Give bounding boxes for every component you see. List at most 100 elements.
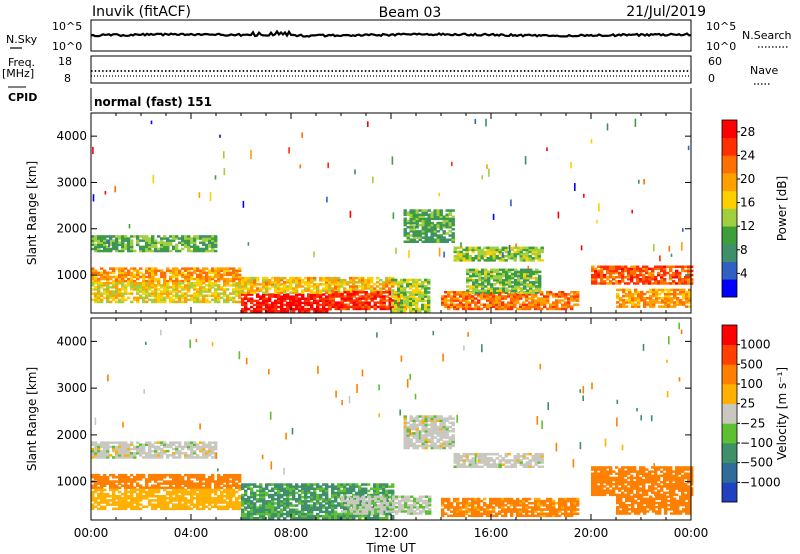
- power-colorbar-swatch-1: [722, 261, 737, 280]
- power-ytick-label-3: 4000: [56, 129, 87, 143]
- vel-region-7: [441, 497, 580, 518]
- vel-colorbar-swatch-2: [722, 443, 737, 463]
- power-colorbar-tick-6: 28: [740, 125, 755, 139]
- vel-region-5: [403, 415, 455, 450]
- vel-region-2: [91, 488, 242, 511]
- power-region-12: [616, 288, 692, 308]
- time-tick-label-2: 08:00: [274, 526, 309, 540]
- power-colorbar-swatch-8: [722, 137, 737, 156]
- vel-colorbar-swatch-5: [722, 384, 737, 404]
- power-region-0: [91, 235, 218, 253]
- power-colorbar-tick-0: 4: [740, 266, 748, 280]
- power-region-10: [466, 268, 542, 294]
- power-colorbar-swatch-4: [722, 208, 737, 227]
- vel-region-0: [91, 441, 218, 459]
- vel-data-cells: [91, 322, 694, 520]
- power-colorbar-label: Power [dB]: [775, 176, 789, 241]
- vel-colorbar-label: Velocity [m s⁻¹]: [775, 367, 789, 460]
- vel-region-8: [591, 466, 694, 497]
- vel-colorbar-swatch-6: [722, 364, 737, 385]
- date-title: 21/Jul/2019: [626, 4, 706, 20]
- velocity-colorbar-tick-0: 1000: [740, 338, 771, 352]
- power-ylabel: Slant Range [km]: [25, 161, 39, 265]
- vel-colorbar-swatch-1: [722, 462, 737, 483]
- power-colorbar-tick-2: 12: [740, 219, 755, 233]
- vel-colorbar-swatch-3: [722, 423, 737, 444]
- power-region-6: [391, 278, 431, 313]
- freq-unit-label: [MHz]: [2, 67, 34, 80]
- vel-ytick-label-1: 2000: [56, 428, 87, 442]
- vel-ytick-label-0: 1000: [56, 475, 87, 489]
- power-colorbar-swatch-9: [722, 120, 737, 138]
- velocity-colorbar-tick-1: 500: [740, 357, 763, 371]
- nsky-tick-top: 10^5: [52, 20, 82, 33]
- time-axis-label: Time UT: [365, 541, 416, 554]
- power-colorbar-swatch-5: [722, 190, 737, 209]
- nsky-strip: N.Sky 10^5 10^0 10^5 10^0 N.Search: [6, 19, 792, 53]
- nave-tick-bottom: 0: [708, 72, 715, 85]
- nsky-label: N.Sky: [6, 33, 38, 46]
- power-region-11: [591, 265, 694, 285]
- station-title: Inuvik (fitACF): [92, 4, 191, 20]
- power-region-7: [403, 209, 455, 243]
- vel-ytick-label-2: 3000: [56, 381, 87, 395]
- time-tick-label-0: 00:00: [74, 526, 109, 540]
- power-region-1: [91, 267, 242, 283]
- cpid-strip: normal (fast) 151: [90, 88, 692, 111]
- vel-ylabel: Slant Range [km]: [25, 367, 39, 471]
- velocity-colorbar-tick-5: −100: [740, 436, 773, 450]
- power-ytick-label-1: 2000: [56, 222, 87, 236]
- nsky-tick-bottom: 10^0: [52, 40, 82, 53]
- power-colorbar-swatch-7: [722, 155, 737, 174]
- vel-region-6: [453, 452, 544, 468]
- time-tick-label-3: 12:00: [374, 526, 409, 540]
- freq-label: Freq.: [8, 56, 35, 69]
- power-data-cells: [91, 118, 694, 313]
- power-colorbar-swatch-6: [722, 173, 737, 192]
- nsearch-tick-top: 10^5: [706, 20, 736, 33]
- time-tick-label-5: 20:00: [574, 526, 609, 540]
- freq-tick-top: 18: [58, 55, 72, 68]
- vel-colorbar-swatch-4: [722, 403, 737, 424]
- time-tick-label-4: 16:00: [474, 526, 509, 540]
- cpid-label: CPID: [8, 91, 37, 104]
- vel-colorbar-swatch-8: [722, 325, 737, 345]
- nave-label: Nave: [750, 64, 778, 77]
- nsearch-tick-bottom: 10^0: [706, 40, 736, 53]
- power-region-8: [453, 246, 544, 262]
- vel-region-1: [91, 473, 242, 490]
- vel-region-9: [616, 495, 692, 515]
- velocity-colorbar-tick-4: −25: [740, 416, 765, 430]
- power-colorbar-swatch-3: [722, 226, 737, 245]
- velocity-colorbar-tick-6: −500: [740, 456, 773, 470]
- velocity-panel: 1000 2000 3000 4000 Slant Range [km]: [25, 317, 694, 521]
- time-axis: 00:00 04:00 08:00 12:00 16:00 20:00 00:00: [74, 526, 709, 540]
- power-colorbar-tick-4: 20: [740, 172, 755, 186]
- power-colorbar-tick-5: 24: [740, 148, 755, 162]
- velocity-colorbar: 1000 500 100 25 −25 −100 −500 −1000 Velocity [m …: [721, 324, 789, 503]
- freq-tick-bottom: 8: [64, 72, 71, 85]
- nsky-trace: [90, 29, 692, 38]
- power-colorbar: 4 8 12 16 20 24 28 Power [dB]: [721, 119, 789, 298]
- vel-colorbar-swatch-7: [722, 344, 737, 365]
- velocity-colorbar-tick-3: 25: [740, 397, 755, 411]
- power-region-4: [241, 276, 395, 294]
- power-ytick-label-0: 1000: [56, 268, 87, 282]
- beam-title: Beam 03: [379, 5, 442, 21]
- power-colorbar-swatch-0: [722, 279, 737, 298]
- vel-ytick-label-3: 4000: [56, 334, 87, 348]
- power-region-9: [441, 291, 580, 311]
- velocity-colorbar-tick-2: 100: [740, 377, 763, 391]
- power-colorbar-swatch-2: [722, 243, 737, 262]
- power-colorbar-tick-1: 8: [740, 243, 748, 257]
- cpid-value: normal (fast) 151: [94, 95, 212, 109]
- time-tick-label-6: 00:00: [674, 526, 709, 540]
- nsearch-label: N.Search: [742, 29, 792, 42]
- power-ytick-label-2: 3000: [56, 175, 87, 189]
- freq-strip: Freq. [MHz] 18 8 60 0 Nave CPID: [2, 55, 778, 104]
- power-colorbar-tick-3: 16: [740, 196, 755, 210]
- power-region-2: [91, 282, 242, 304]
- time-tick-label-1: 04:00: [174, 526, 209, 540]
- vel-region-4: [341, 495, 432, 515]
